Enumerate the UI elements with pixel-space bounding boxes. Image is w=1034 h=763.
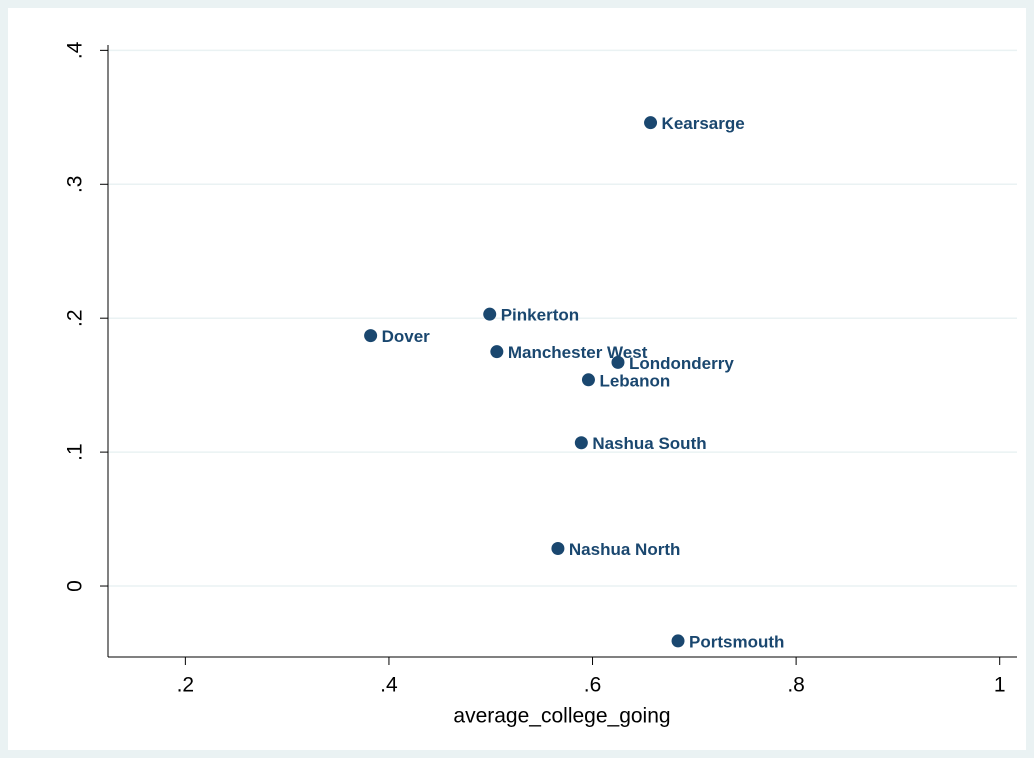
x-tick-label: 1 (994, 674, 1006, 697)
point-label: Manchester West (508, 343, 648, 362)
point (611, 355, 625, 369)
point-label: Nashua South (592, 434, 706, 453)
point-label: Londonderry (629, 354, 734, 373)
point (671, 634, 685, 648)
point (490, 345, 504, 359)
x-tick-label: .6 (584, 674, 602, 697)
y-tick-label: .1 (64, 443, 87, 461)
point-label: Lebanon (599, 371, 670, 390)
y-tick-label: .3 (64, 176, 87, 194)
point-label: Portsmouth (689, 632, 784, 651)
point-label: Dover (382, 327, 431, 346)
point (551, 542, 565, 556)
point-label: Nashua North (569, 540, 680, 559)
point-label: Kearsarge (662, 114, 745, 133)
point (574, 436, 588, 450)
y-tick-label: .4 (64, 41, 87, 59)
x-axis-title: average_college_going (453, 705, 670, 728)
point (483, 307, 497, 321)
plot-region (8, 8, 1026, 750)
point (644, 116, 658, 130)
x-tick-label: .2 (177, 674, 195, 697)
x-tick-label: .4 (380, 674, 398, 697)
point-label: Pinkerton (501, 306, 579, 325)
x-tick-label: .8 (787, 674, 805, 697)
y-tick-label: 0 (64, 580, 87, 592)
y-tick-label: .2 (64, 309, 87, 327)
point (581, 373, 595, 387)
point (364, 329, 378, 343)
